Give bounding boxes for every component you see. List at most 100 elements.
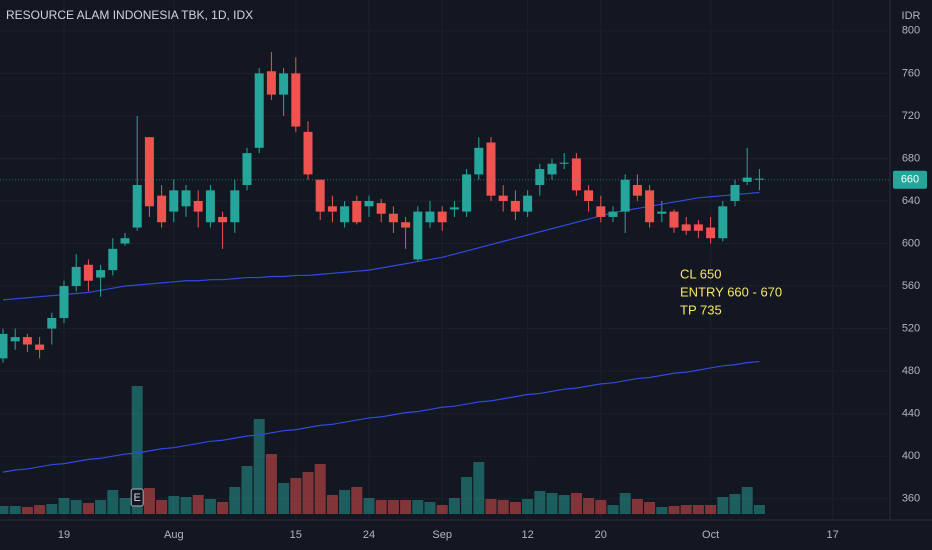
candle-body [547,163,557,175]
last-price-box [893,170,927,189]
volume-bar [387,500,399,514]
currency: IDR [902,10,921,22]
volume-bar [631,499,643,514]
candle-body [254,73,264,148]
x-tick-label: Sep [432,529,452,541]
volume-bar [595,500,607,514]
volume-bar [558,495,570,514]
candle-body [608,211,618,217]
candle-body [22,337,32,345]
volume-bar [522,499,534,514]
candle-body [645,190,655,223]
candle-body [83,264,93,281]
candle-body [388,213,398,223]
candle-body [132,185,142,228]
volume-bar [534,491,546,514]
candle-body [730,185,740,201]
candle-body [376,203,386,214]
candle-body [706,227,716,239]
volume-bar [70,500,82,514]
candle-body [291,73,301,127]
candle-body [193,200,203,212]
volume-bar [156,500,168,514]
candle-body [596,206,606,217]
volume-bar [58,498,70,514]
volume-bar [497,500,509,514]
volume-bar [461,477,473,514]
candle-body [620,179,630,212]
y-tick-label: 360 [902,493,920,505]
candle-body [632,185,642,196]
volume-bar [351,487,363,514]
volume-bar [131,386,143,514]
volume-bar [119,498,131,514]
y-tick-label: 680 [902,152,920,164]
candle-body [584,190,594,201]
volume-bar [485,499,497,514]
volume-bar [339,490,351,514]
volume-bar [46,504,58,514]
candle-body [10,337,20,342]
volume-bar [705,505,717,514]
volume-bar [143,488,155,514]
volume-bar [583,498,595,514]
volume-bar [400,500,412,514]
candle-body [754,178,764,180]
candle-body [35,344,45,350]
candle-body [157,195,167,223]
volume-bar [729,494,741,514]
x-tick-label: 15 [290,529,302,541]
volume-bar [741,487,753,514]
volume-bar [424,502,436,514]
candle-body [266,71,276,95]
volume-bar [278,483,290,514]
candle-body [693,224,703,231]
x-tick-label: Oct [702,529,719,541]
volume-bar [412,500,424,514]
volume-bar [436,505,448,514]
candle-body [181,190,191,207]
last-price-label: 660 [901,174,919,186]
volume-bar [668,506,680,514]
x-tick-label: 20 [595,529,607,541]
volume-bar [0,506,9,514]
y-tick-label: 480 [902,365,920,377]
axes: 360 400 440 480 520 560 600 640 680 720 760 800 19 Au… [58,25,927,541]
y-tick-label: 760 [902,67,920,79]
volume-bar [21,507,33,514]
candle-body [120,238,130,244]
volume-bar [290,478,302,514]
candle-body [718,206,728,239]
candle-body [242,153,252,186]
annotation: ENTRY 660 - 670 [680,284,782,299]
moving-average [2,360,760,473]
candle-body [0,333,8,359]
volume-bar [168,496,180,514]
x-tick-label: 19 [58,529,70,541]
volume-bar [180,497,192,514]
y-tick-label: 720 [902,110,920,122]
volume-bar [546,493,558,514]
moving-average [2,191,760,301]
candle-body [218,216,228,223]
volume-bar [229,487,241,514]
candle-body [401,222,411,228]
volume-bar [265,454,277,514]
x-tick-label: 12 [521,529,533,541]
candle-body [498,195,508,201]
candle-body [523,195,533,212]
volume-bar [241,466,253,514]
annotation: TP 735 [680,302,722,317]
annotation: CL 650 [680,266,721,281]
x-tick-label: 17 [826,529,838,541]
candle-body [47,317,57,329]
candle-body [486,142,496,196]
volume-bar [82,503,94,514]
y-tick-label: 600 [902,237,920,249]
volume-bar [107,490,119,514]
volume-bar [448,498,460,514]
x-tick-label: Aug [164,529,184,541]
candle-body [462,174,472,212]
volume-bar [619,493,631,514]
